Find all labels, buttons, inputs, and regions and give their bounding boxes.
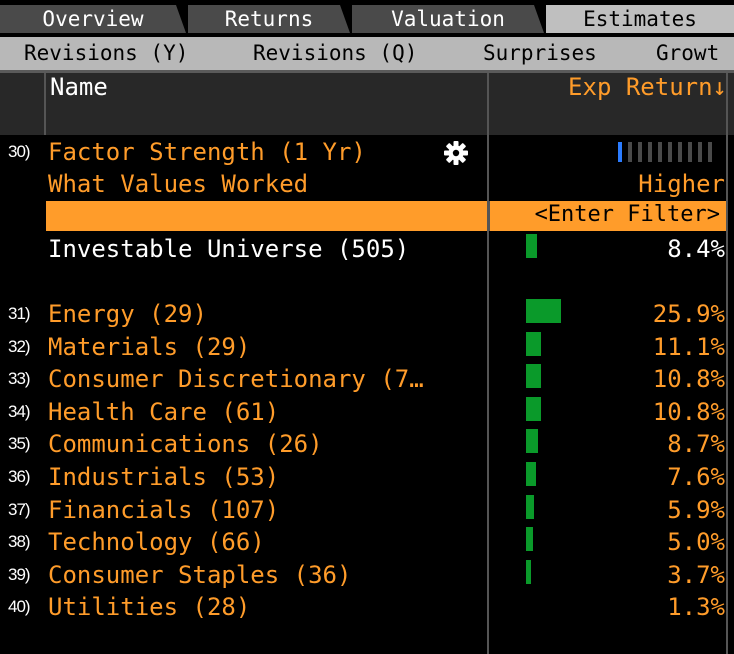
row-number[interactable]: 36) — [8, 467, 31, 486]
sector-row[interactable]: 40) Utilities (28) 1.3% — [0, 592, 734, 622]
direction-value: Higher — [638, 170, 725, 198]
tab-returns[interactable]: Returns — [188, 5, 350, 33]
sector-return-bar — [526, 495, 534, 519]
sector-row[interactable]: 36) Industrials (53) 7.6% — [0, 462, 734, 492]
row-number[interactable]: 33) — [8, 369, 31, 388]
strength-meter-tick — [638, 142, 642, 162]
column-header-name[interactable]: Name — [50, 73, 108, 101]
sub-tab-bar: Revisions (Y) Revisions (Q) Surprises Gr… — [0, 37, 734, 70]
sector-row[interactable]: 33) Consumer Discretionary (7… 10.8% — [0, 364, 734, 394]
factor-strength-meter — [618, 142, 722, 162]
sector-value: 3.7% — [667, 561, 725, 589]
gear-icon[interactable] — [441, 140, 471, 166]
sector-value: 7.6% — [667, 463, 725, 491]
filter-input[interactable]: <Enter Filter> — [488, 201, 726, 231]
strength-meter-tick — [708, 142, 712, 162]
row-number[interactable]: 39) — [8, 565, 31, 584]
sector-value: 10.8% — [652, 398, 725, 426]
row-number[interactable]: 35) — [8, 434, 31, 453]
row-number[interactable]: 37) — [8, 500, 31, 519]
tab-overview[interactable]: Overview — [0, 5, 186, 33]
sector-label: Industrials (53) — [48, 463, 280, 491]
sector-label: Financials (107) — [48, 496, 280, 524]
row-number[interactable]: 30) — [8, 142, 31, 161]
universe-row[interactable]: Investable Universe (505) 8.4% — [0, 234, 734, 264]
sector-row[interactable]: 34) Health Care (61) 10.8% — [0, 397, 734, 427]
sector-return-bar — [526, 364, 541, 388]
sector-value: 25.9% — [652, 300, 725, 328]
sector-return-bar — [526, 429, 538, 453]
sector-label: Energy (29) — [48, 300, 207, 328]
strength-meter-tick — [628, 142, 632, 162]
factor-strength-row: 30) Factor Strength (1 Yr) — [0, 137, 734, 167]
sector-return-bar — [526, 299, 561, 323]
universe-label: Investable Universe (505) — [48, 235, 410, 263]
subtab-divider — [0, 70, 734, 73]
subtab-surprises[interactable]: Surprises — [483, 41, 597, 65]
strength-meter-tick — [698, 142, 702, 162]
sector-return-bar — [526, 527, 533, 551]
strength-meter-tick — [648, 142, 652, 162]
row-number[interactable]: 32) — [8, 337, 31, 356]
what-values-worked-label: What Values Worked — [48, 170, 309, 198]
sector-value: 11.1% — [652, 333, 725, 361]
sector-return-bar — [526, 462, 536, 486]
sector-row[interactable]: 37) Financials (107) 5.9% — [0, 495, 734, 525]
sector-row[interactable]: 35) Communications (26) 8.7% — [0, 429, 734, 459]
strength-meter-tick — [658, 142, 662, 162]
main-tab-bar: Overview Returns Valuation Estimates — [0, 0, 734, 36]
subtab-revisions-y[interactable]: Revisions (Y) — [24, 41, 189, 65]
strength-meter-tick — [688, 142, 692, 162]
sector-label: Consumer Discretionary (7… — [48, 365, 424, 393]
strength-meter-tick — [618, 142, 622, 162]
column-divider-name — [44, 73, 46, 135]
row-number[interactable]: 34) — [8, 402, 31, 421]
sector-label: Utilities (28) — [48, 593, 251, 621]
strength-meter-tick — [668, 142, 672, 162]
sector-return-bar — [526, 397, 541, 421]
sector-label: Health Care (61) — [48, 398, 280, 426]
sector-row[interactable]: 32) Materials (29) 11.1% — [0, 332, 734, 362]
sector-value: 5.9% — [667, 496, 725, 524]
sector-row[interactable]: 31) Energy (29) 25.9% — [0, 299, 734, 329]
table-header: Name Exp Return↓ — [0, 73, 734, 135]
sector-row[interactable]: 38) Technology (66) 5.0% — [0, 527, 734, 557]
universe-value: 8.4% — [667, 235, 725, 263]
column-divider-right — [726, 73, 728, 654]
sector-label: Technology (66) — [48, 528, 265, 556]
column-header-exp-return[interactable]: Exp Return↓ — [568, 73, 727, 101]
sector-label: Materials (29) — [48, 333, 251, 361]
subtab-growth[interactable]: Growt — [656, 41, 720, 65]
tab-valuation[interactable]: Valuation — [352, 5, 544, 33]
sector-row[interactable]: 39) Consumer Staples (36) 3.7% — [0, 560, 734, 590]
universe-return-bar — [526, 234, 537, 258]
tab-estimates[interactable]: Estimates — [546, 5, 734, 33]
sector-value: 10.8% — [652, 365, 725, 393]
sector-value: 5.0% — [667, 528, 725, 556]
row-number[interactable]: 38) — [8, 532, 31, 551]
what-values-worked-row: What Values Worked Higher — [0, 169, 734, 199]
sector-value: 8.7% — [667, 430, 725, 458]
factor-strength-label: Factor Strength (1 Yr) — [48, 138, 366, 166]
column-divider-exp — [487, 73, 489, 654]
row-number[interactable]: 31) — [8, 304, 31, 323]
subtab-revisions-q[interactable]: Revisions (Q) — [253, 41, 418, 65]
sector-return-bar — [526, 332, 541, 356]
sector-value: 1.3% — [667, 593, 725, 621]
sector-label: Communications (26) — [48, 430, 323, 458]
sector-return-bar — [526, 560, 531, 584]
sector-label: Consumer Staples (36) — [48, 561, 352, 589]
row-number[interactable]: 40) — [8, 597, 31, 616]
strength-meter-tick — [678, 142, 682, 162]
